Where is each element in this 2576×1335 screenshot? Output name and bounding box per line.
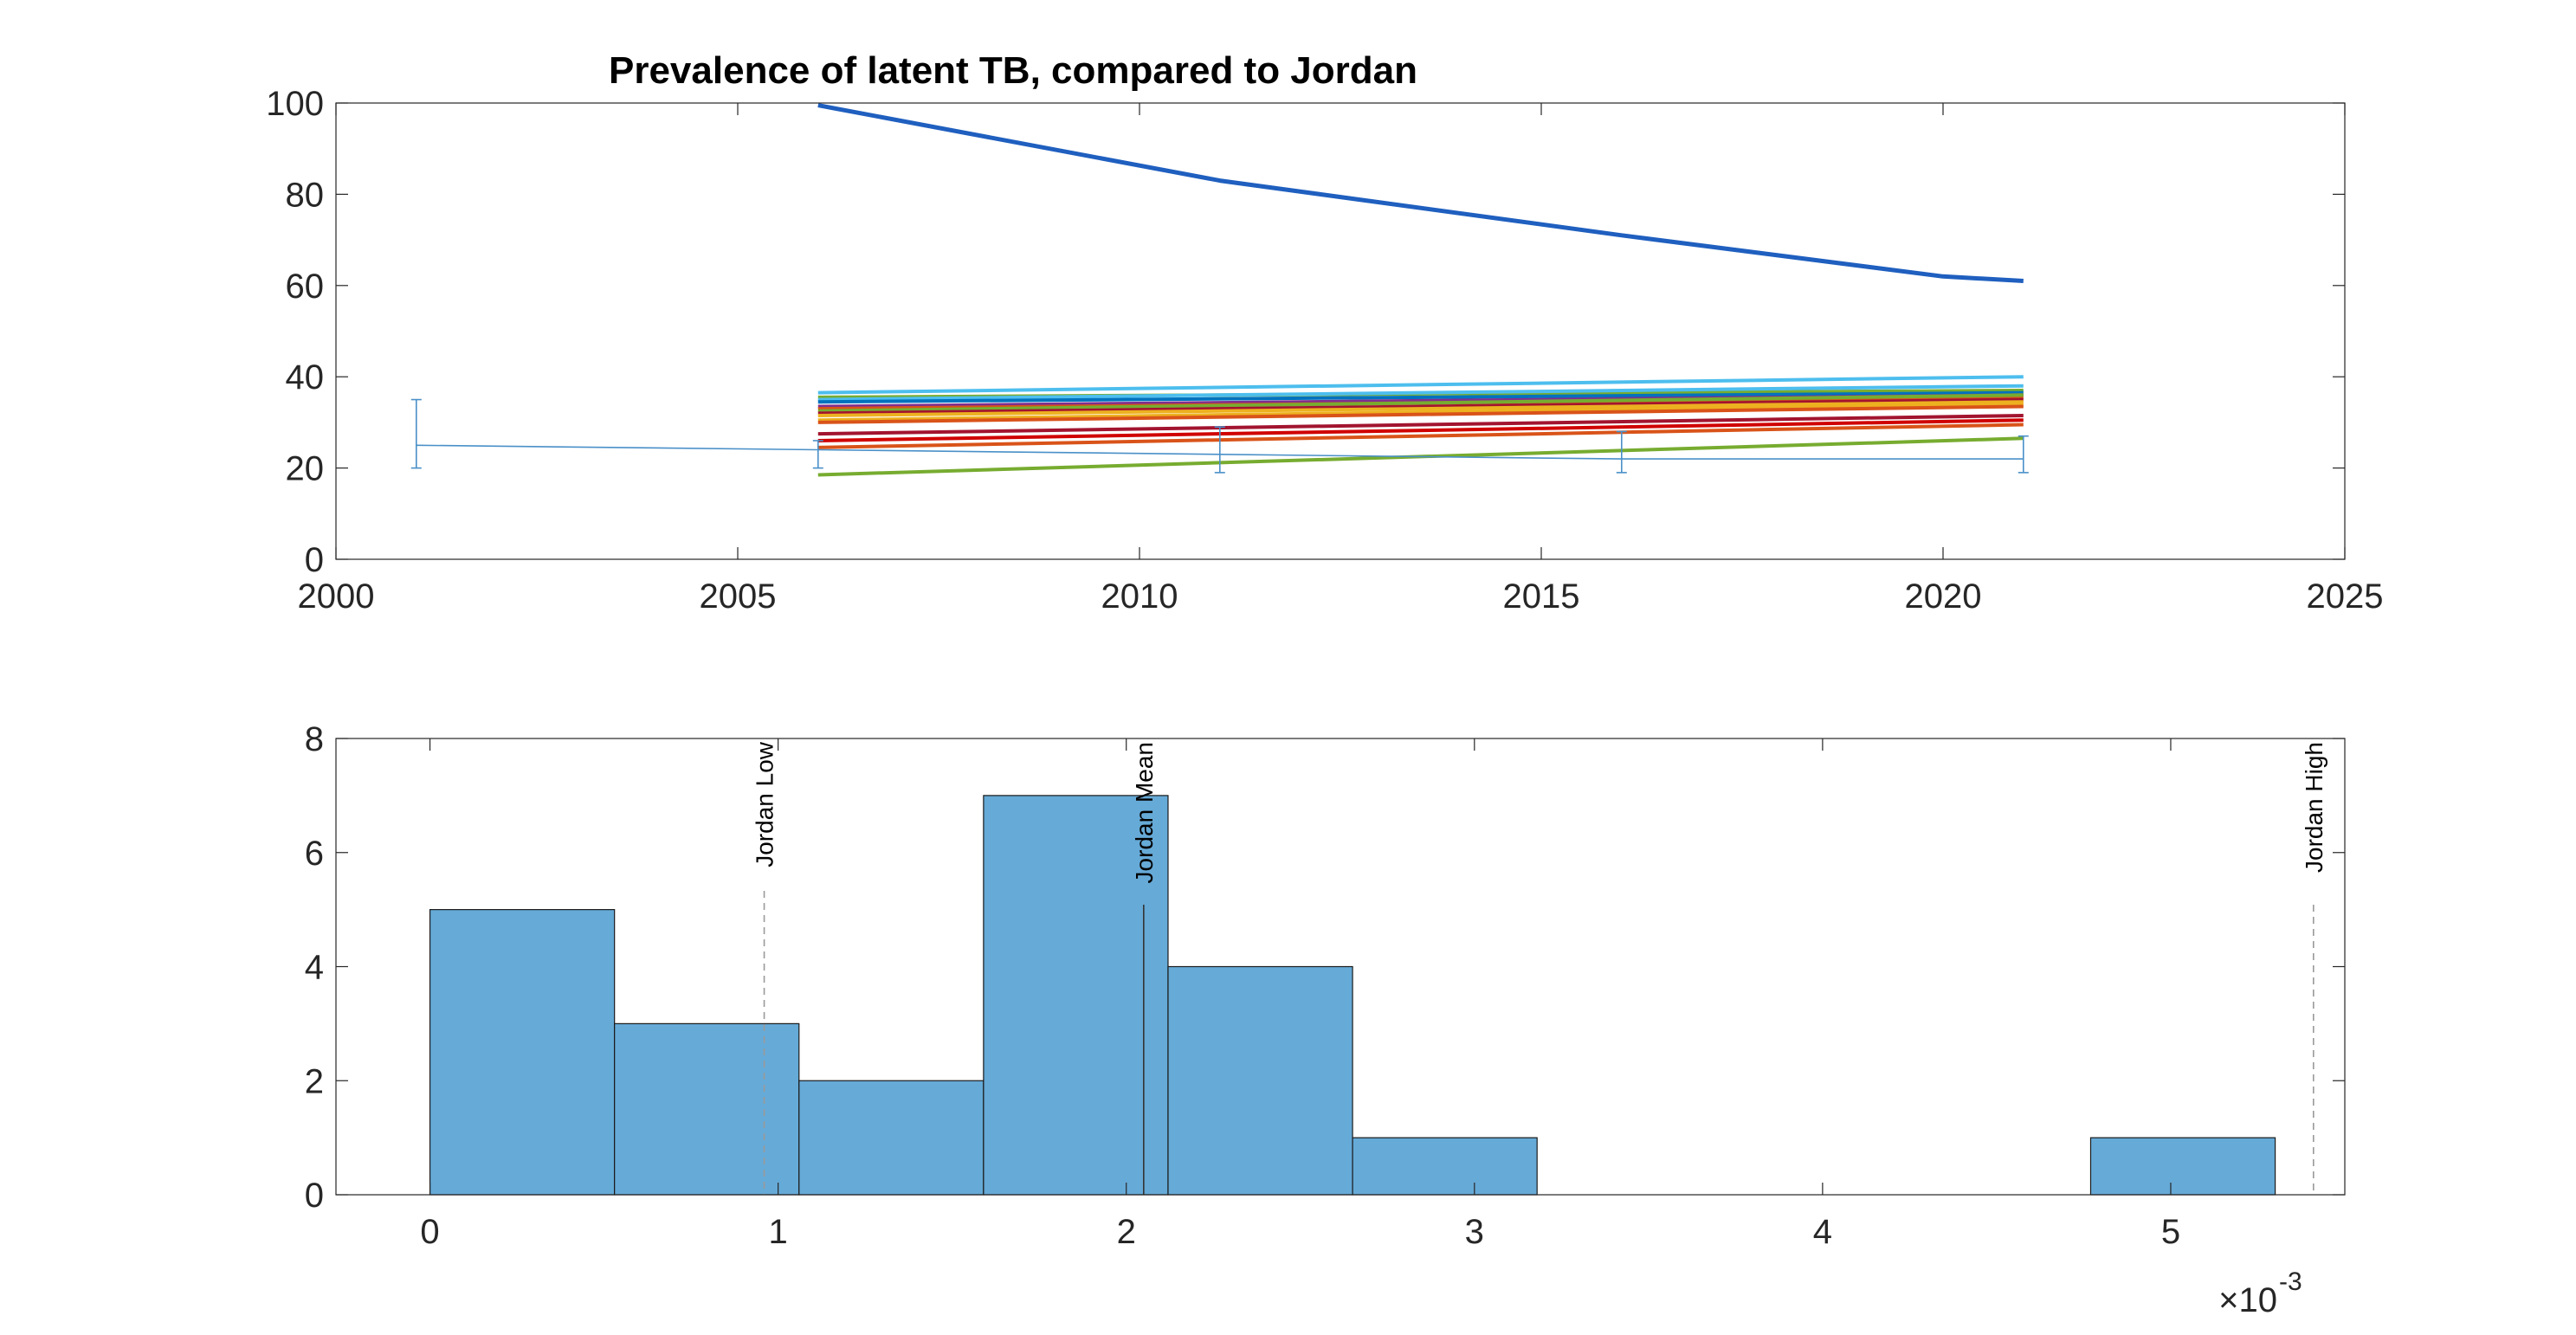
reference-line-label: Jordan Mean (1131, 742, 1158, 883)
exponent-power: -3 (2279, 1267, 2302, 1296)
y-tick-label: 20 (286, 450, 325, 488)
y-tick-label: 0 (305, 541, 324, 579)
series-line-1 (817, 103, 2024, 283)
errorbar-point-5 (2018, 435, 2029, 474)
series-line-2 (817, 375, 2024, 395)
x-tick-label: 4 (1813, 1213, 1832, 1251)
histogram-bar-1 (429, 909, 616, 1196)
reference-line-2: Jordan Mean (1131, 742, 1158, 1195)
top-plot-frame (335, 102, 2346, 560)
y-tick-label: 80 (286, 176, 325, 214)
reference-line-1: Jordan Low (752, 741, 778, 1195)
reference-line-3: Jordan High (2301, 742, 2327, 1195)
x-tick-label: 5 (2161, 1213, 2180, 1251)
line-series-group (817, 103, 2024, 477)
y-tick-label: 4 (305, 949, 324, 987)
reference-lines: Jordan Low Jordan Mean Jordan High (752, 741, 2327, 1195)
series-line-13 (817, 414, 2024, 436)
x-tick-label: 2005 (700, 577, 777, 616)
y-tick-label: 60 (286, 268, 325, 306)
series-line-4 (817, 384, 2024, 402)
x-tick-label: 3 (1465, 1213, 1484, 1251)
y-tick-label: 40 (286, 358, 325, 397)
reference-line-label: Jordan Low (752, 741, 778, 867)
y-tick-label: 100 (266, 85, 324, 123)
reference-line-label: Jordan High (2301, 742, 2327, 873)
errorbar-point-3 (1214, 426, 1225, 474)
histogram-bar-6 (1352, 1137, 1538, 1196)
histogram-bar-4 (983, 795, 1169, 1196)
line-chart-prevalence: Prevalence of latent TB, compared to Jor… (266, 49, 2383, 616)
histogram-bar-5 (1167, 965, 1353, 1196)
y-tick-label: 8 (305, 720, 324, 758)
histogram-bars (429, 795, 2276, 1196)
errorbar-series (410, 398, 2029, 474)
y-tick-label: 6 (305, 835, 324, 873)
x-tick-label: 1 (769, 1213, 788, 1251)
histogram-chart: Jordan Low Jordan Mean Jordan High 0 1 2 3 4 50… (305, 720, 2346, 1319)
x-tick-label: 0 (420, 1213, 439, 1251)
x-tick-label: 2025 (2307, 577, 2384, 616)
x-tick-label: 2 (1117, 1213, 1136, 1251)
top-axes: 2000 2005 2010 2015 2020 2025 0 20 40 60 80 100 (266, 85, 2383, 616)
x-axis-exponent: ×10 -3 (2218, 1267, 2302, 1319)
series-line-15 (817, 422, 2024, 449)
histogram-bar-2 (614, 1022, 800, 1196)
x-tick-label: 2010 (1101, 577, 1178, 616)
series-line-10 (817, 400, 2024, 417)
x-tick-label: 2015 (1503, 577, 1580, 616)
x-tick-label: 2000 (298, 577, 375, 616)
histogram-bar-10 (2089, 1137, 2276, 1196)
y-tick-label: 2 (305, 1062, 324, 1100)
chart-title: Prevalence of latent TB, compared to Jor… (609, 49, 1417, 92)
series-line-14 (817, 418, 2024, 442)
x-tick-label: 2020 (1905, 577, 1982, 616)
series-line-8 (817, 393, 2024, 413)
y-tick-label: 0 (305, 1177, 324, 1215)
series-line-11 (817, 402, 2024, 422)
errorbar-point-1 (410, 398, 422, 469)
exponent-base: ×10 (2218, 1281, 2277, 1319)
series-line-9 (817, 397, 2024, 416)
series-line-5 (817, 390, 2024, 404)
histogram-bar-3 (798, 1080, 985, 1196)
series-line-12 (817, 404, 2024, 424)
errorbar-point-4 (1616, 430, 1627, 474)
bottom-axes: 0 1 2 3 4 5 0 2 4 6 8 (305, 720, 2346, 1251)
errorbar-point-2 (812, 440, 823, 469)
